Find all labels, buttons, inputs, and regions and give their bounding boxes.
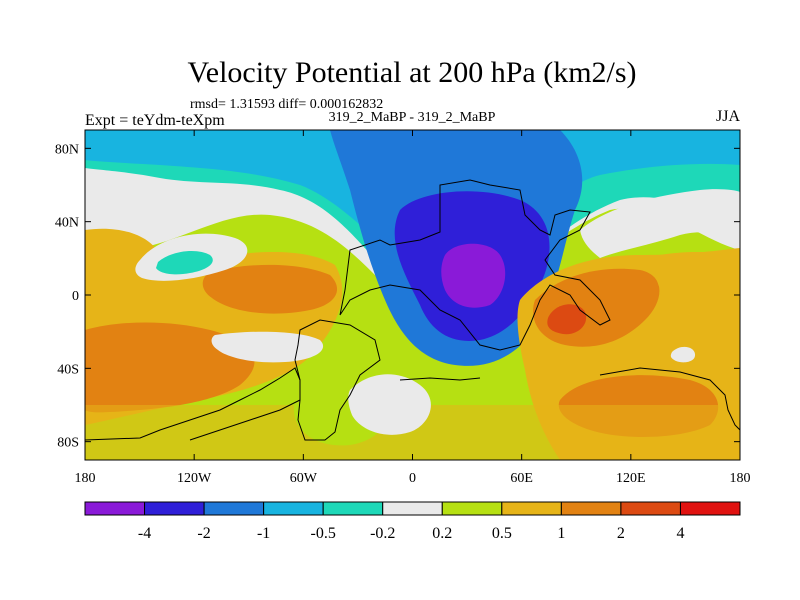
colorbar-swatch xyxy=(620,501,681,516)
colorbar-swatch xyxy=(501,501,562,516)
contour-band-2-4 xyxy=(547,304,587,335)
colorbar-label: -4 xyxy=(138,525,151,542)
x-tick-label: 120E xyxy=(616,471,646,486)
colorbar-label: 4 xyxy=(676,525,684,542)
colorbar: -4 -2 -1 -0.5 -0.2 0.2 0.5 1 2 4 xyxy=(84,501,741,542)
y-tick-label: 40N xyxy=(55,216,79,231)
chart-title: Velocity Potential at 200 hPa (km2/s) xyxy=(187,56,636,89)
stats-label: rmsd= 1.31593 diff= 0.000162832 xyxy=(190,97,383,112)
coastline-southern-stair xyxy=(85,367,301,441)
y-tick-label: 0 xyxy=(72,289,79,304)
colorbar-swatch xyxy=(679,501,741,516)
colorbar-swatch xyxy=(560,501,622,516)
season-label: JJA xyxy=(716,108,740,125)
contour-band-neg4 xyxy=(441,243,506,308)
colorbar-swatch xyxy=(441,501,503,516)
y-tick-label: 40S xyxy=(57,362,79,377)
coastline-australia xyxy=(599,367,740,431)
colorbar-label: 0.5 xyxy=(492,525,512,542)
experiment-label: Expt = teYdm-teXpm xyxy=(85,112,225,129)
y-axis: 80N 40N 0 40S 80S xyxy=(55,142,740,451)
contour-band-neg0.2-north-pacific xyxy=(156,250,213,275)
colorbar-swatch xyxy=(203,501,265,516)
x-axis: 180 120W 60W 0 60E 120E 180 xyxy=(75,130,751,486)
x-tick-label: 180 xyxy=(75,471,96,486)
colorbar-label: 1 xyxy=(557,525,565,542)
contour-band-0.5-1-southern-ocean xyxy=(85,405,740,460)
colorbar-label: 2 xyxy=(617,525,625,542)
colorbar-swatch xyxy=(322,501,384,516)
contour-band-1-2-southwest xyxy=(85,322,255,413)
x-tick-label: 60E xyxy=(510,471,533,486)
coastline-southern-edge xyxy=(399,377,481,381)
coastlines xyxy=(85,179,740,441)
coastline-africa-eurasia xyxy=(339,179,611,351)
contour-band-0.5-1-pacific xyxy=(655,252,740,304)
x-tick-label: 60W xyxy=(290,471,318,486)
coastline-south-america xyxy=(294,319,381,441)
colorbar-label: 0.2 xyxy=(432,525,452,542)
colorbar-swatch xyxy=(84,501,146,516)
case-label: 319_2_MaBP - 319_2_MaBP xyxy=(329,110,496,125)
contour-field xyxy=(85,130,740,460)
colorbar-label: -0.2 xyxy=(370,525,395,542)
x-tick-label: 120W xyxy=(177,471,212,486)
colorbar-swatch xyxy=(144,501,205,516)
x-tick-label: 180 xyxy=(730,471,751,486)
y-tick-label: 80N xyxy=(55,142,79,157)
colorbar-label: -1 xyxy=(257,525,270,542)
colorbar-label: -2 xyxy=(197,525,210,542)
contour-band-neutral-eastern-pacific xyxy=(670,346,696,363)
colorbar-label: -0.5 xyxy=(311,525,336,542)
x-tick-label: 0 xyxy=(409,471,416,486)
y-tick-label: 80S xyxy=(57,436,79,451)
colorbar-swatch xyxy=(382,501,443,516)
contour-band-neutral-south-atlantic xyxy=(348,374,431,435)
contour-band-neutral-south-pacific xyxy=(211,331,324,363)
colorbar-swatch xyxy=(263,501,324,516)
contour-band-1-2-northwest xyxy=(202,264,338,314)
contour-band-neutral-east xyxy=(580,189,740,258)
